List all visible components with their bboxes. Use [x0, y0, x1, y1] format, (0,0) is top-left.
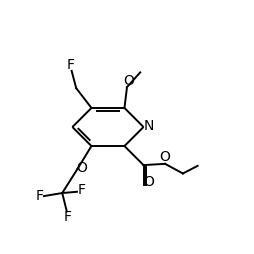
Text: O: O	[77, 161, 87, 175]
Text: F: F	[66, 58, 74, 72]
Text: F: F	[35, 189, 43, 203]
Text: O: O	[123, 74, 134, 88]
Text: N: N	[144, 119, 154, 134]
Text: O: O	[144, 175, 154, 189]
Text: F: F	[77, 183, 86, 198]
Text: O: O	[160, 150, 170, 164]
Text: F: F	[64, 210, 72, 224]
